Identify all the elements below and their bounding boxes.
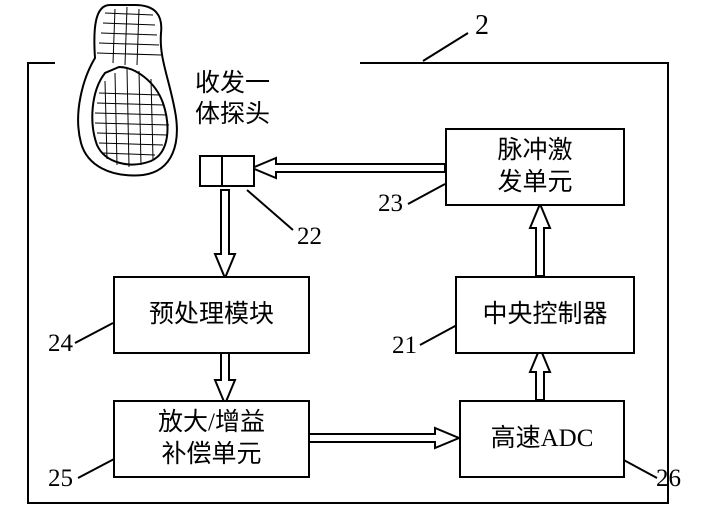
arrow-amp-adc [306, 428, 459, 448]
num-21: 21 [392, 332, 417, 360]
leader-2 [423, 33, 468, 61]
num-24: 24 [48, 330, 73, 358]
leader-21 [420, 325, 457, 345]
arrow-adc-ctrl [530, 348, 550, 400]
probe-caption: 收发一 体探头 [195, 68, 270, 131]
block-amp-text: 放大/增益 补偿单元 [158, 407, 265, 472]
transducer-box-b [221, 155, 255, 187]
probe-illustration [78, 5, 177, 175]
arrow-ctrl-pulse [530, 204, 550, 276]
num-25: 25 [48, 465, 73, 493]
num-2: 2 [475, 10, 489, 42]
block-ctrl: 中央控制器 [455, 276, 635, 354]
block-adc-text: 高速ADC [491, 423, 594, 456]
arrow-pulse-transducer [252, 158, 445, 178]
block-pulse-text: 脉冲激 发单元 [497, 135, 572, 200]
arrow-preproc-amp [215, 350, 235, 404]
leader-24 [75, 323, 113, 343]
block-amp: 放大/增益 补偿单元 [113, 400, 310, 478]
leader-22 [247, 190, 293, 230]
block-preproc: 预处理模块 [113, 276, 310, 354]
leader-23 [408, 184, 445, 204]
block-preproc-text: 预处理模块 [149, 299, 274, 332]
num-26: 26 [656, 465, 681, 493]
block-adc: 高速ADC [459, 400, 625, 478]
block-pulse: 脉冲激 发单元 [445, 128, 625, 206]
block-ctrl-text: 中央控制器 [482, 299, 607, 332]
arrow-transducer-preproc [215, 190, 235, 278]
num-23: 23 [378, 190, 403, 218]
leader-26 [620, 458, 657, 478]
num-22: 22 [297, 223, 322, 251]
leader-25 [78, 458, 116, 478]
